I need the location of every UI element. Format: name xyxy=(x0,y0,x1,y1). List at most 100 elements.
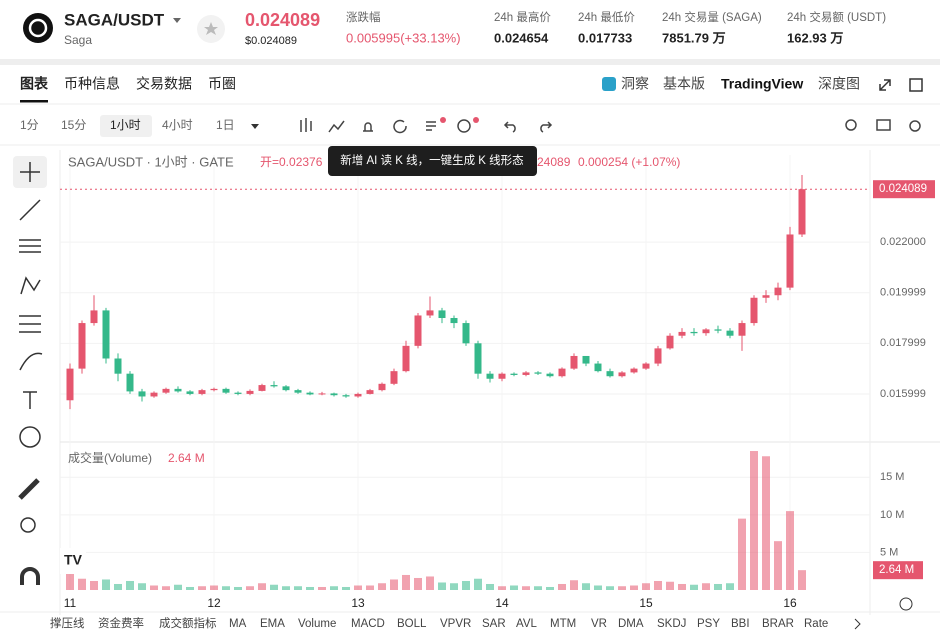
plot: 0.015999 0.017999 0.019999 0.022000 5 M 10 M 1… xyxy=(60,155,935,610)
view-tab[interactable]: 深度图 xyxy=(818,76,860,92)
parallel-tool[interactable] xyxy=(19,239,41,253)
pattern-tool[interactable] xyxy=(20,276,41,295)
interval[interactable]: 15分 xyxy=(61,118,86,132)
indicator[interactable]: 资金费率 xyxy=(98,616,144,630)
indicator[interactable]: Volume xyxy=(298,618,336,630)
dropdown-icon[interactable] xyxy=(251,124,259,129)
candle-body xyxy=(606,371,614,377)
indicator[interactable]: DMA xyxy=(618,618,644,630)
indicator[interactable]: VPVR xyxy=(440,618,471,630)
fib-tool[interactable] xyxy=(19,315,41,333)
text-tool[interactable] xyxy=(23,391,37,409)
candle-body xyxy=(714,329,722,331)
candle-body xyxy=(198,390,206,394)
indicator[interactable]: MA xyxy=(229,618,247,630)
volume-bar xyxy=(414,577,422,590)
symbol[interactable]: SAGA/USDT xyxy=(64,10,165,29)
insight-icon xyxy=(602,77,616,91)
replay-icon[interactable] xyxy=(393,119,407,134)
alert-icon[interactable] xyxy=(363,122,373,132)
indicator[interactable]: 成交额指标 xyxy=(159,616,217,630)
candle-body xyxy=(174,388,182,392)
line-tool[interactable] xyxy=(19,199,41,221)
stat-label: 24h 交易量 (SAGA) xyxy=(662,10,762,24)
candle-body xyxy=(162,388,170,393)
indicator[interactable]: 撑压线 xyxy=(50,616,85,630)
indicator[interactable]: PSY xyxy=(697,618,720,630)
view-tab[interactable]: TradingView xyxy=(721,76,803,92)
indicator-icon[interactable] xyxy=(328,120,345,133)
candle-body xyxy=(246,390,254,394)
indicator[interactable]: AVL xyxy=(516,618,537,630)
indicator[interactable]: MTM xyxy=(550,618,576,630)
volume-value: 2.64 M xyxy=(168,451,205,465)
list-icon[interactable] xyxy=(426,121,436,131)
indicator[interactable]: MACD xyxy=(351,618,385,630)
volume-bar xyxy=(162,586,170,590)
window-icon[interactable] xyxy=(909,78,923,92)
volume-bar xyxy=(462,580,470,590)
magnet-tool[interactable] xyxy=(20,567,40,585)
camera-icon[interactable] xyxy=(876,119,891,131)
indicator[interactable]: BBI xyxy=(731,618,750,630)
brush-tool[interactable] xyxy=(19,352,43,371)
indicator[interactable]: SAR xyxy=(482,618,506,630)
tab[interactable]: 币圈 xyxy=(208,76,236,92)
volume-bar xyxy=(126,580,134,590)
tab[interactable]: 币种信息 xyxy=(64,76,120,92)
candle-body xyxy=(234,392,242,394)
star-icon xyxy=(204,22,218,35)
interval[interactable]: 1分 xyxy=(20,118,39,132)
indicator[interactable]: BRAR xyxy=(762,618,794,630)
tab[interactable]: 交易数据 xyxy=(136,76,192,92)
add-icon[interactable] xyxy=(457,119,471,133)
ruler-tool[interactable] xyxy=(18,478,40,500)
dropdown-icon[interactable] xyxy=(173,18,181,23)
indicator[interactable]: Rate xyxy=(804,618,828,630)
redo-icon[interactable] xyxy=(540,121,553,133)
volume-bar xyxy=(690,584,698,590)
view-tab[interactable]: 洞察 xyxy=(621,76,649,92)
settings-icon[interactable] xyxy=(899,597,913,611)
undo-icon[interactable] xyxy=(503,121,516,133)
volume-title: 成交量(Volume) xyxy=(68,450,152,465)
volume-bar xyxy=(798,570,806,590)
search-icon[interactable] xyxy=(845,119,857,131)
emoji-tool[interactable] xyxy=(19,426,41,448)
indicator[interactable]: SKDJ xyxy=(657,618,686,630)
candle-body xyxy=(750,297,758,324)
volume-bar xyxy=(546,586,554,590)
volume-bar xyxy=(750,451,758,590)
zoom-tool[interactable] xyxy=(20,517,36,533)
interval[interactable]: 4小时 xyxy=(162,118,193,132)
candle-body xyxy=(390,371,398,384)
cross-tool[interactable] xyxy=(20,162,40,182)
interval[interactable]: 1日 xyxy=(216,118,235,132)
volume-bar xyxy=(534,586,542,590)
settings-icon[interactable] xyxy=(909,120,921,132)
stat-label: 24h 最低价 xyxy=(578,11,635,24)
volume-bar xyxy=(726,583,734,590)
last-price-label: 0.024089 xyxy=(879,183,927,195)
candle-icon[interactable] xyxy=(300,118,312,132)
expand-icon[interactable] xyxy=(879,79,891,91)
stat-value: 0.005995(+33.13%) xyxy=(346,30,461,45)
indicator[interactable]: EMA xyxy=(260,618,285,630)
x-tick-label: 16 xyxy=(783,596,797,610)
x-tick-label: 15 xyxy=(639,596,653,610)
volume-bar xyxy=(510,585,518,590)
candle-body xyxy=(738,323,746,336)
volume-tick-label: 10 M xyxy=(880,509,904,521)
tab[interactable]: 图表 xyxy=(20,76,49,92)
interval[interactable]: 1小时 xyxy=(110,118,141,132)
stat-value: 0.017733 xyxy=(578,30,632,45)
view-tab[interactable]: 基本版 xyxy=(663,76,705,92)
scroll-right[interactable] xyxy=(854,618,861,630)
indicator[interactable]: VR xyxy=(591,618,607,630)
legend-close: 24089 xyxy=(537,155,571,169)
indicator[interactable]: BOLL xyxy=(397,618,427,630)
candle-body xyxy=(114,358,122,374)
volume-bar xyxy=(570,580,578,590)
x-tick-label: 12 xyxy=(207,596,221,610)
